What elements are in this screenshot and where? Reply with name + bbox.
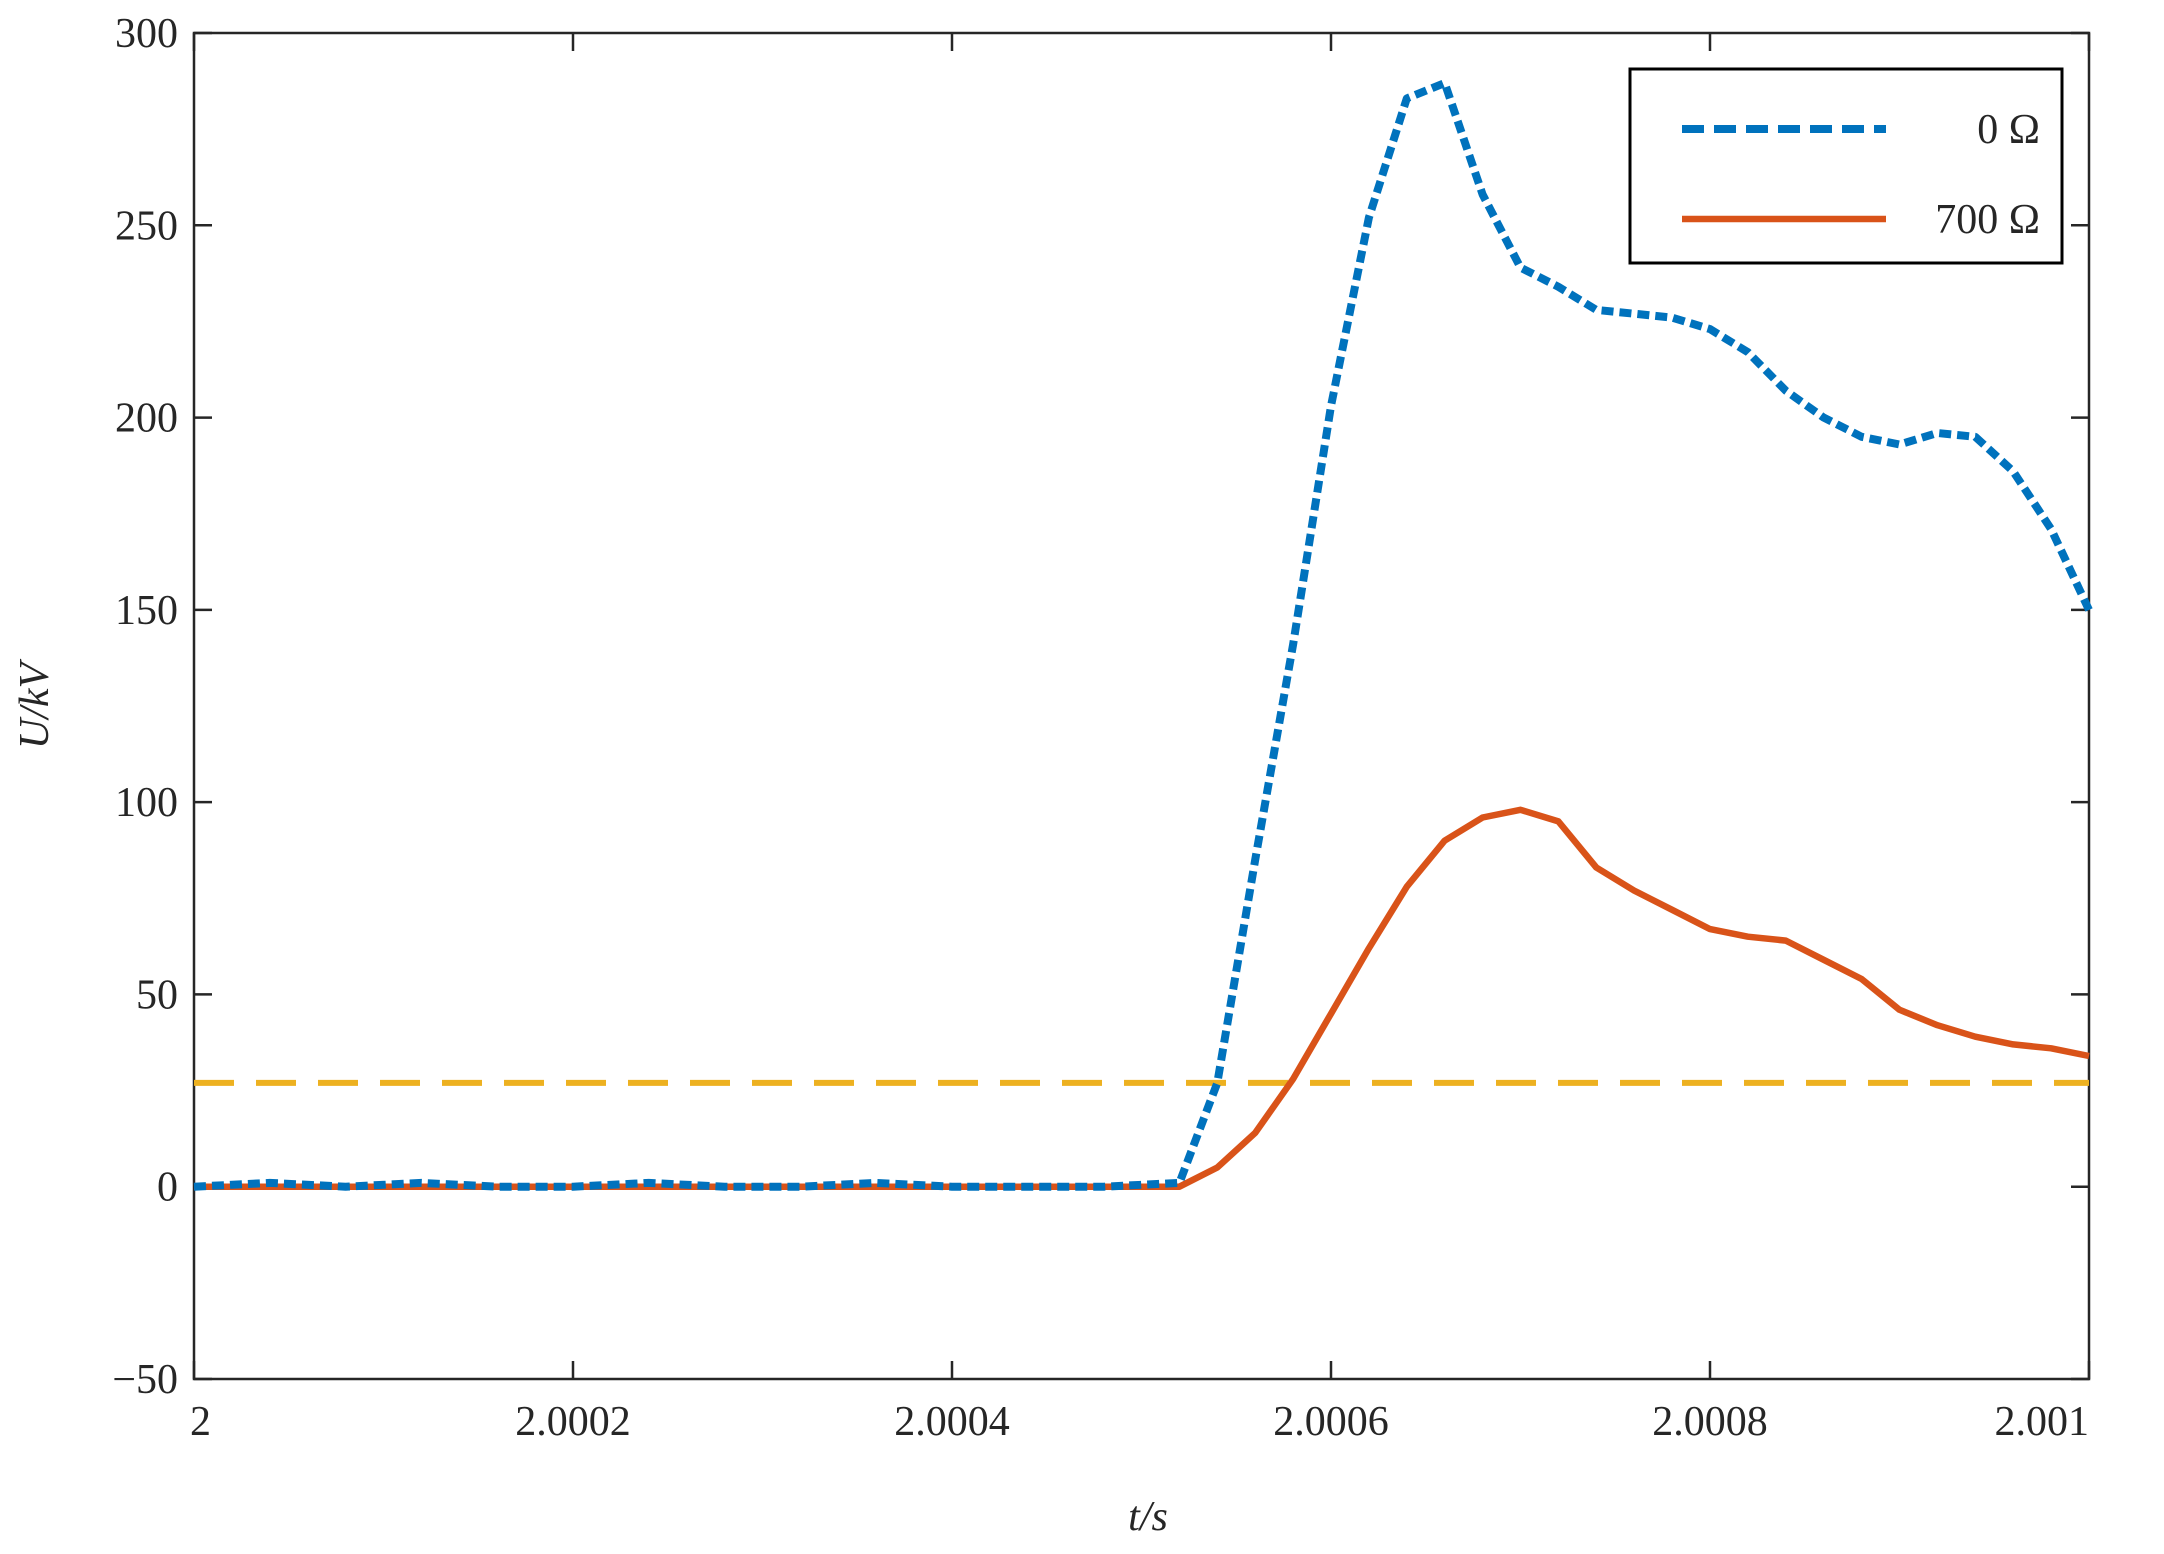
legend [1628, 67, 2064, 265]
y-tick-label: 50 [136, 972, 178, 1018]
x-tick-label: 2.001 [1995, 1399, 2090, 1445]
y-tick-label: 100 [115, 780, 178, 826]
x-tick-label: 2.0004 [894, 1399, 1010, 1445]
x-tick-label: 2.0006 [1273, 1399, 1389, 1445]
series-line [193, 79, 2093, 1191]
x-tick-label: 2 [190, 1399, 211, 1445]
x-axis-label: t/s [1128, 1494, 1168, 1540]
y-axis-label: U/kV [12, 659, 58, 750]
x-tick-label: 2.0008 [1652, 1399, 1768, 1445]
y-tick-label: −50 [112, 1357, 178, 1403]
y-tick-label: 150 [115, 588, 178, 634]
x-tick-label: 2.0002 [515, 1399, 631, 1445]
y-tick-label: 300 [115, 11, 178, 57]
y-tick-label: 0 [157, 1165, 178, 1211]
y-tick-label: 250 [115, 203, 178, 249]
y-tick-label: 200 [115, 396, 178, 442]
legend-label: 700 Ω [1935, 197, 2040, 243]
legend-label: 0 Ω [1977, 107, 2040, 153]
